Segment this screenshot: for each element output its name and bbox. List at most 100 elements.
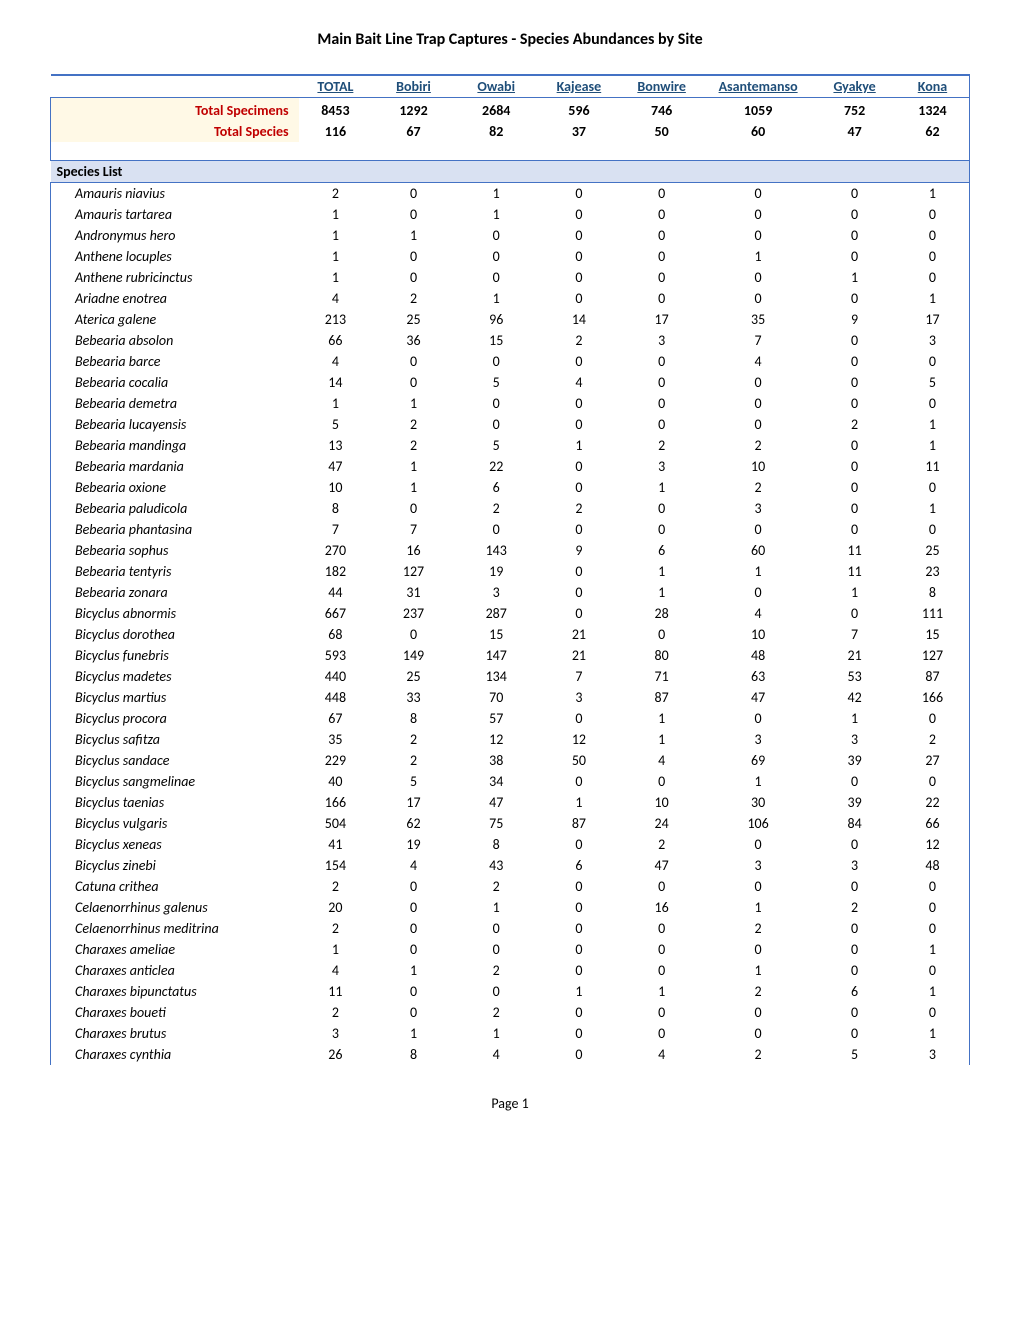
species-value: 0 [620, 624, 703, 645]
species-row: Bebearia zonara4431301018 [51, 582, 970, 603]
species-name: Bicyclus taenias [51, 792, 299, 813]
species-value: 0 [813, 939, 896, 960]
species-row: Bebearia cocalia140540005 [51, 372, 970, 393]
species-value: 6 [455, 477, 538, 498]
species-row: Amauris niavius20100001 [51, 183, 970, 205]
species-value: 3 [620, 330, 703, 351]
species-value: 21 [538, 624, 621, 645]
species-value: 1 [299, 225, 373, 246]
species-value: 147 [455, 645, 538, 666]
species-value: 11 [299, 981, 373, 1002]
species-value: 149 [372, 645, 455, 666]
totals-value: 752 [813, 98, 896, 122]
species-value: 4 [299, 960, 373, 981]
species-name: Bebearia phantasina [51, 519, 299, 540]
species-value: 0 [455, 918, 538, 939]
species-value: 10 [620, 792, 703, 813]
species-value: 5 [813, 1044, 896, 1065]
species-value: 0 [703, 834, 813, 855]
species-value: 0 [372, 183, 455, 205]
species-value: 2 [538, 498, 621, 519]
species-value: 8 [299, 498, 373, 519]
species-value: 21 [813, 645, 896, 666]
species-value: 0 [455, 939, 538, 960]
species-row: Bicyclus taenias1661747110303922 [51, 792, 970, 813]
page-number: Page 1 [50, 1095, 970, 1112]
species-value: 0 [620, 183, 703, 205]
species-row: Charaxes brutus31100001 [51, 1023, 970, 1044]
species-value: 0 [538, 771, 621, 792]
species-value: 30 [703, 792, 813, 813]
totals-value: 50 [620, 121, 703, 142]
totals-value: 596 [538, 98, 621, 122]
species-value: 4 [372, 855, 455, 876]
column-header: Asantemanso [703, 75, 813, 98]
species-value: 1 [455, 288, 538, 309]
species-row: Bebearia lucayensis52000021 [51, 414, 970, 435]
species-value: 17 [372, 792, 455, 813]
species-value: 25 [372, 309, 455, 330]
species-value: 57 [455, 708, 538, 729]
species-value: 0 [538, 897, 621, 918]
species-value: 0 [372, 498, 455, 519]
species-value: 20 [299, 897, 373, 918]
species-row: Bebearia barce40000400 [51, 351, 970, 372]
species-value: 3 [299, 1023, 373, 1044]
species-value: 87 [896, 666, 970, 687]
species-value: 12 [538, 729, 621, 750]
species-value: 1 [620, 981, 703, 1002]
species-name: Bicyclus sandace [51, 750, 299, 771]
species-value: 0 [896, 477, 970, 498]
species-row: Bicyclus safitza35212121332 [51, 729, 970, 750]
species-value: 1 [299, 267, 373, 288]
species-value: 2 [372, 729, 455, 750]
species-value: 134 [455, 666, 538, 687]
species-value: 71 [620, 666, 703, 687]
species-value: 0 [813, 225, 896, 246]
species-value: 287 [455, 603, 538, 624]
species-value: 0 [620, 519, 703, 540]
species-value: 0 [538, 834, 621, 855]
species-value: 182 [299, 561, 373, 582]
species-value: 0 [538, 582, 621, 603]
species-row: Bebearia oxione101601200 [51, 477, 970, 498]
species-value: 0 [703, 267, 813, 288]
species-value: 84 [813, 813, 896, 834]
species-value: 1 [455, 1023, 538, 1044]
species-value: 7 [703, 330, 813, 351]
species-value: 7 [813, 624, 896, 645]
species-value: 1 [620, 582, 703, 603]
species-value: 0 [372, 372, 455, 393]
species-value: 0 [372, 351, 455, 372]
species-value: 17 [620, 309, 703, 330]
species-value: 0 [620, 351, 703, 372]
species-name: Bicyclus martius [51, 687, 299, 708]
species-value: 3 [703, 729, 813, 750]
species-value: 2 [620, 435, 703, 456]
species-value: 0 [703, 1023, 813, 1044]
species-value: 2 [703, 477, 813, 498]
species-name: Bebearia barce [51, 351, 299, 372]
species-value: 229 [299, 750, 373, 771]
species-row: Bicyclus sandace229238504693927 [51, 750, 970, 771]
species-value: 1 [703, 960, 813, 981]
species-value: 0 [372, 876, 455, 897]
species-value: 0 [813, 498, 896, 519]
species-value: 2 [455, 876, 538, 897]
species-value: 0 [813, 330, 896, 351]
species-value: 0 [703, 204, 813, 225]
species-row: Charaxes bipunctatus110011261 [51, 981, 970, 1002]
species-value: 0 [813, 351, 896, 372]
totals-value: 1059 [703, 98, 813, 122]
species-value: 0 [813, 1002, 896, 1023]
species-value: 0 [703, 519, 813, 540]
species-row: Anthene rubricinctus10000010 [51, 267, 970, 288]
species-name: Bicyclus procora [51, 708, 299, 729]
species-row: Catuna crithea20200000 [51, 876, 970, 897]
species-value: 0 [620, 771, 703, 792]
species-value: 2 [703, 1044, 813, 1065]
column-header: Owabi [455, 75, 538, 98]
species-name: Bicyclus abnormis [51, 603, 299, 624]
species-value: 0 [896, 960, 970, 981]
species-value: 1 [703, 246, 813, 267]
